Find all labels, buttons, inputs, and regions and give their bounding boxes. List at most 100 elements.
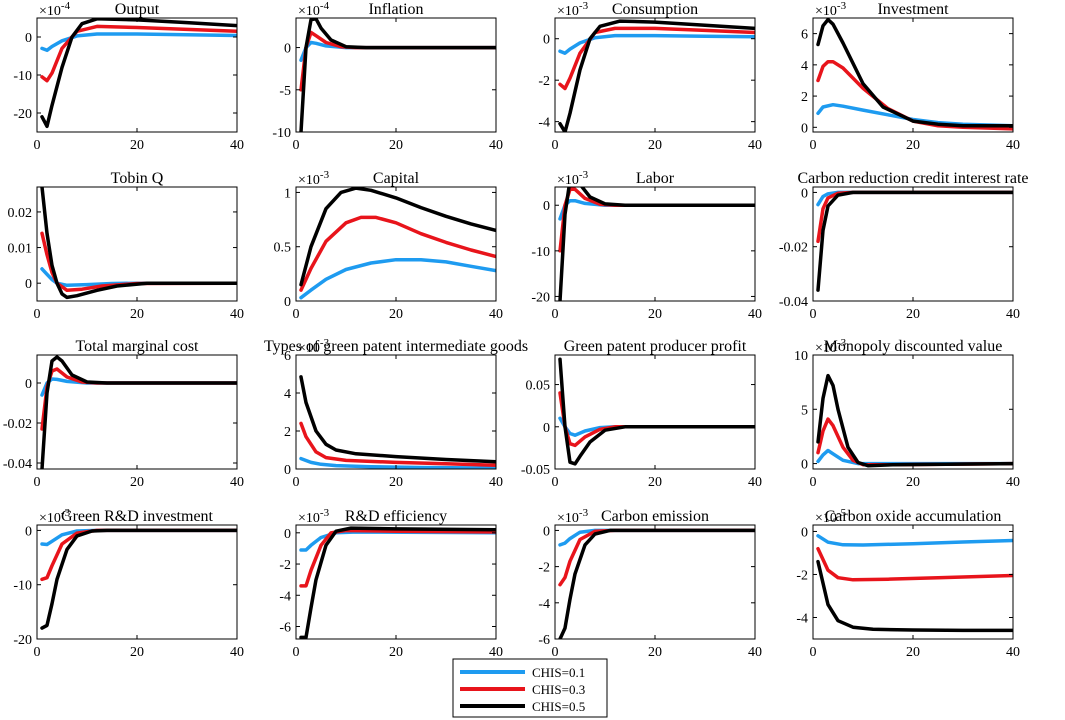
- series-group: [558, 357, 755, 466]
- y-tick-label: -10: [531, 245, 550, 260]
- legend: CHIS=0.1 CHIS=0.3 CHIS=0.5: [452, 658, 608, 718]
- plot-area: [296, 525, 496, 639]
- plot-area: [37, 355, 237, 469]
- series-group: [299, 187, 496, 300]
- exponent-base: ×10: [557, 4, 579, 19]
- subplot-carbon-emission: 0 20 40 -6 -4 -2 0 ×10-3 Carbon emission: [538, 507, 762, 660]
- subplot-title: Consumption: [612, 1, 698, 18]
- exponent-base: ×10: [298, 511, 320, 526]
- x-tick-label: 40: [1006, 475, 1020, 490]
- legend-label: CHIS=0.3: [532, 682, 585, 697]
- y-tick-label: 0: [543, 199, 550, 214]
- y-tick-label: -20: [13, 633, 32, 648]
- exponent-base: ×10: [815, 4, 837, 19]
- x-tick-label: 0: [552, 475, 559, 490]
- series-group: [816, 190, 1013, 292]
- subplot-title: Carbon oxide accumulation: [825, 508, 1002, 525]
- x-tick-label: 20: [906, 138, 920, 153]
- legend-entry: CHIS=0.5: [460, 699, 585, 714]
- y-tick-label: 0.5: [274, 241, 292, 256]
- y-tick-label: 0: [543, 524, 550, 539]
- y-tick-label: -0.02: [3, 417, 32, 432]
- plot-area: [296, 355, 496, 469]
- x-tick-label: 0: [293, 138, 300, 153]
- y-tick-label: 0: [284, 527, 291, 542]
- y-tick-label: -4: [538, 116, 550, 131]
- exponent-power: -3: [320, 507, 330, 519]
- y-tick-label: -2: [796, 568, 808, 583]
- y-tick-label: -2: [538, 74, 550, 89]
- subplot-tobin-q: 0 20 40 0 0.01 0.02 Tobin Q: [8, 170, 245, 322]
- subplot-inflation: 0 20 40 -10 -5 0 ×10-4 Inflation: [272, 0, 503, 153]
- y-tick-label: 0: [25, 524, 32, 539]
- series-line-chis-0-5: [558, 19, 755, 132]
- y-tick-label: -10: [13, 69, 32, 84]
- exponent-power: -3: [837, 0, 847, 12]
- x-tick-label: 40: [1006, 307, 1020, 322]
- x-tick-label: 20: [130, 645, 144, 660]
- x-tick-label: 20: [130, 475, 144, 490]
- x-tick-label: 40: [748, 138, 762, 153]
- exponent-base: ×10: [557, 511, 579, 526]
- x-tick-label: 20: [389, 475, 403, 490]
- series-group: [40, 528, 237, 630]
- y-tick-label: 6: [284, 349, 291, 364]
- y-tick-label: 10: [794, 349, 808, 364]
- y-tick-label: 4: [801, 59, 808, 74]
- exponent-power: -3: [320, 337, 330, 349]
- y-tick-label: 0.01: [8, 242, 33, 257]
- series-line-chis-0-5: [816, 559, 1013, 633]
- subplot-title: Green R&D investment: [61, 508, 214, 525]
- exponent-power: -3: [61, 507, 71, 519]
- y-tick-label: 0: [284, 463, 291, 478]
- y-tick-label: -4: [279, 589, 291, 604]
- exponent-power: -5: [837, 507, 847, 519]
- y-tick-label: -2: [538, 561, 550, 576]
- y-tick-label: -10: [272, 126, 291, 141]
- x-tick-label: 0: [810, 307, 817, 322]
- x-tick-label: 20: [389, 138, 403, 153]
- exponent-base: ×10: [298, 4, 320, 19]
- y-tick-label: -20: [13, 107, 32, 122]
- series-line-chis-0-3: [299, 528, 496, 588]
- x-tick-label: 40: [748, 475, 762, 490]
- exponent-power: -3: [579, 507, 589, 519]
- exponent-base: ×10: [815, 341, 837, 356]
- series-line-chis-0-5: [558, 528, 755, 639]
- axis-exponent: ×10-3: [298, 337, 330, 356]
- y-tick-label: -5: [279, 84, 291, 99]
- exponent-base: ×10: [815, 511, 837, 526]
- exponent-power: -4: [61, 0, 71, 12]
- y-tick-label: 0: [543, 421, 550, 436]
- series-group: [816, 373, 1013, 468]
- exponent-base: ×10: [557, 173, 579, 188]
- series-line-chis-0-1: [299, 257, 496, 300]
- x-tick-label: 40: [489, 307, 503, 322]
- x-tick-label: 0: [552, 138, 559, 153]
- x-tick-label: 40: [489, 475, 503, 490]
- x-tick-label: 0: [810, 138, 817, 153]
- x-tick-label: 40: [748, 307, 762, 322]
- x-tick-label: 0: [34, 307, 41, 322]
- y-tick-label: -0.04: [779, 295, 808, 310]
- subplot-title: Inflation: [368, 1, 423, 18]
- y-tick-label: 0: [284, 295, 291, 310]
- series-line-chis-0-3: [299, 215, 496, 292]
- x-tick-label: 20: [130, 307, 144, 322]
- exponent-power: -3: [579, 0, 589, 12]
- y-tick-label: -10: [13, 579, 32, 594]
- subplot-title: Monopoly discounted value: [824, 338, 1003, 355]
- exponent-base: ×10: [298, 341, 320, 356]
- y-tick-label: -0.05: [521, 463, 550, 478]
- series-line-chis-0-3: [299, 421, 496, 467]
- x-tick-label: 0: [552, 645, 559, 660]
- legend-entry: CHIS=0.3: [460, 682, 585, 697]
- series-line-chis-0-5: [40, 528, 237, 630]
- axis-exponent: ×10-3: [298, 507, 330, 526]
- x-tick-label: 40: [1006, 645, 1020, 660]
